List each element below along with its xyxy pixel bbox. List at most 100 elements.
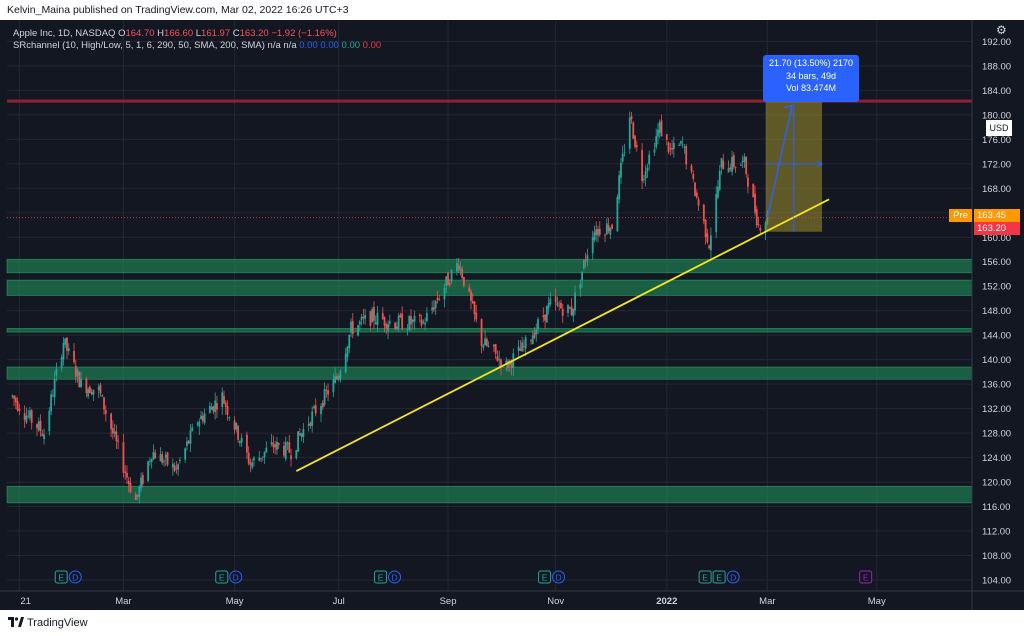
- candle-body: [560, 302, 562, 309]
- candle-body: [208, 406, 211, 413]
- dividend-event-label: D: [556, 573, 562, 583]
- dividend-event-icon: [388, 570, 402, 584]
- candle-body: [258, 457, 261, 461]
- support-zone: [6, 258, 973, 274]
- candle-body: [43, 434, 45, 439]
- candle-body: [295, 450, 298, 459]
- candle-body: [422, 321, 425, 323]
- dividend-event-icon: [552, 570, 566, 584]
- candle-body: [579, 283, 582, 290]
- candle-body: [457, 264, 460, 269]
- earnings-event-icon: [698, 570, 712, 584]
- candle-body: [74, 365, 77, 377]
- candle-body: [350, 321, 352, 333]
- candle-body: [473, 301, 476, 315]
- candle-body: [30, 410, 33, 423]
- candle-body: [203, 413, 206, 423]
- y-tick-label: 184.00: [982, 86, 1011, 97]
- currency-badge[interactable]: USD: [986, 120, 1012, 136]
- candle-body: [616, 196, 619, 232]
- gear-icon[interactable]: ⚙: [996, 23, 1007, 37]
- candle-body: [607, 225, 610, 232]
- candle-body: [493, 344, 495, 347]
- candle-body: [545, 306, 548, 323]
- candle-body: [461, 269, 464, 279]
- candle-body: [727, 168, 730, 173]
- symbol-legend: Apple Inc, 1D, NASDAQ O164.70 H166.60 L1…: [13, 28, 337, 39]
- dividend-event-label: D: [730, 573, 736, 583]
- candle-body: [198, 421, 201, 427]
- candle-body: [364, 314, 367, 319]
- candle-body: [381, 312, 384, 320]
- candle-body: [284, 442, 287, 460]
- candle-body: [92, 389, 95, 395]
- candle-body: [470, 291, 472, 302]
- dividend-event-label: D: [72, 573, 78, 583]
- earnings-event-label: E: [542, 573, 548, 583]
- candle-body: [51, 395, 54, 397]
- candle-body: [277, 442, 280, 446]
- y-tick-label: 152.00: [982, 282, 1011, 293]
- candle-body: [568, 307, 571, 309]
- y-tick-label: 104.00: [982, 575, 1011, 586]
- candle-body: [89, 386, 91, 393]
- candle-body: [597, 228, 599, 236]
- candle-body: [60, 357, 63, 369]
- candle-body: [425, 313, 428, 322]
- candle-body: [754, 193, 756, 213]
- candle-body: [523, 346, 525, 347]
- candle-body: [710, 235, 712, 251]
- candle-body: [582, 260, 585, 269]
- candle-body: [731, 156, 733, 172]
- candle-body: [660, 120, 663, 137]
- legend-open-label: O: [118, 28, 126, 39]
- candle-body: [344, 353, 347, 373]
- candle-body: [224, 402, 227, 407]
- candle-body: [357, 325, 359, 336]
- candle-body: [741, 160, 744, 163]
- tradingview-brand[interactable]: TradingView: [27, 617, 88, 629]
- candle-body: [531, 335, 534, 345]
- candle-body: [685, 146, 688, 165]
- candle-body: [618, 175, 621, 200]
- earnings-event-label: E: [58, 573, 64, 583]
- candle-body: [327, 390, 329, 395]
- y-tick-label: 108.00: [982, 551, 1011, 562]
- candle-body: [448, 283, 451, 285]
- earnings-event-label: E: [863, 573, 869, 583]
- indicator-legend: SRchannel (10, High/Low, 5, 1, 6, 290, 5…: [13, 40, 381, 51]
- candle-body: [498, 358, 501, 360]
- candle-body: [101, 394, 104, 397]
- candle-body: [78, 372, 81, 388]
- candle-body: [297, 431, 299, 452]
- candle-body: [210, 407, 213, 410]
- candle-body: [148, 460, 151, 462]
- earnings-event-label: E: [378, 573, 384, 583]
- earnings-event-icon: [54, 570, 68, 584]
- candle-body: [706, 233, 709, 243]
- projection-arrow: [766, 105, 793, 218]
- earnings-event-label: E: [716, 573, 722, 583]
- candle-body: [29, 410, 31, 419]
- candle-body: [745, 157, 748, 174]
- candle-body: [104, 410, 107, 414]
- candle-body: [752, 183, 755, 198]
- candle-body: [18, 408, 21, 412]
- candle-body: [152, 451, 155, 460]
- candle-body: [274, 444, 277, 448]
- candle-body: [136, 494, 139, 497]
- candle-body: [609, 228, 612, 235]
- candle-body: [171, 463, 174, 468]
- candle-body: [410, 316, 412, 325]
- legend-low: 161.97: [201, 28, 231, 39]
- candle-body: [246, 434, 248, 453]
- candle-body: [455, 262, 458, 272]
- measure-volume: Vol 83.474M: [785, 83, 837, 93]
- tradingview-logo-icon[interactable]: [8, 616, 24, 628]
- candle-body: [642, 179, 645, 180]
- candle-body: [438, 299, 441, 300]
- candle-body: [237, 426, 240, 440]
- candle-body: [36, 424, 38, 429]
